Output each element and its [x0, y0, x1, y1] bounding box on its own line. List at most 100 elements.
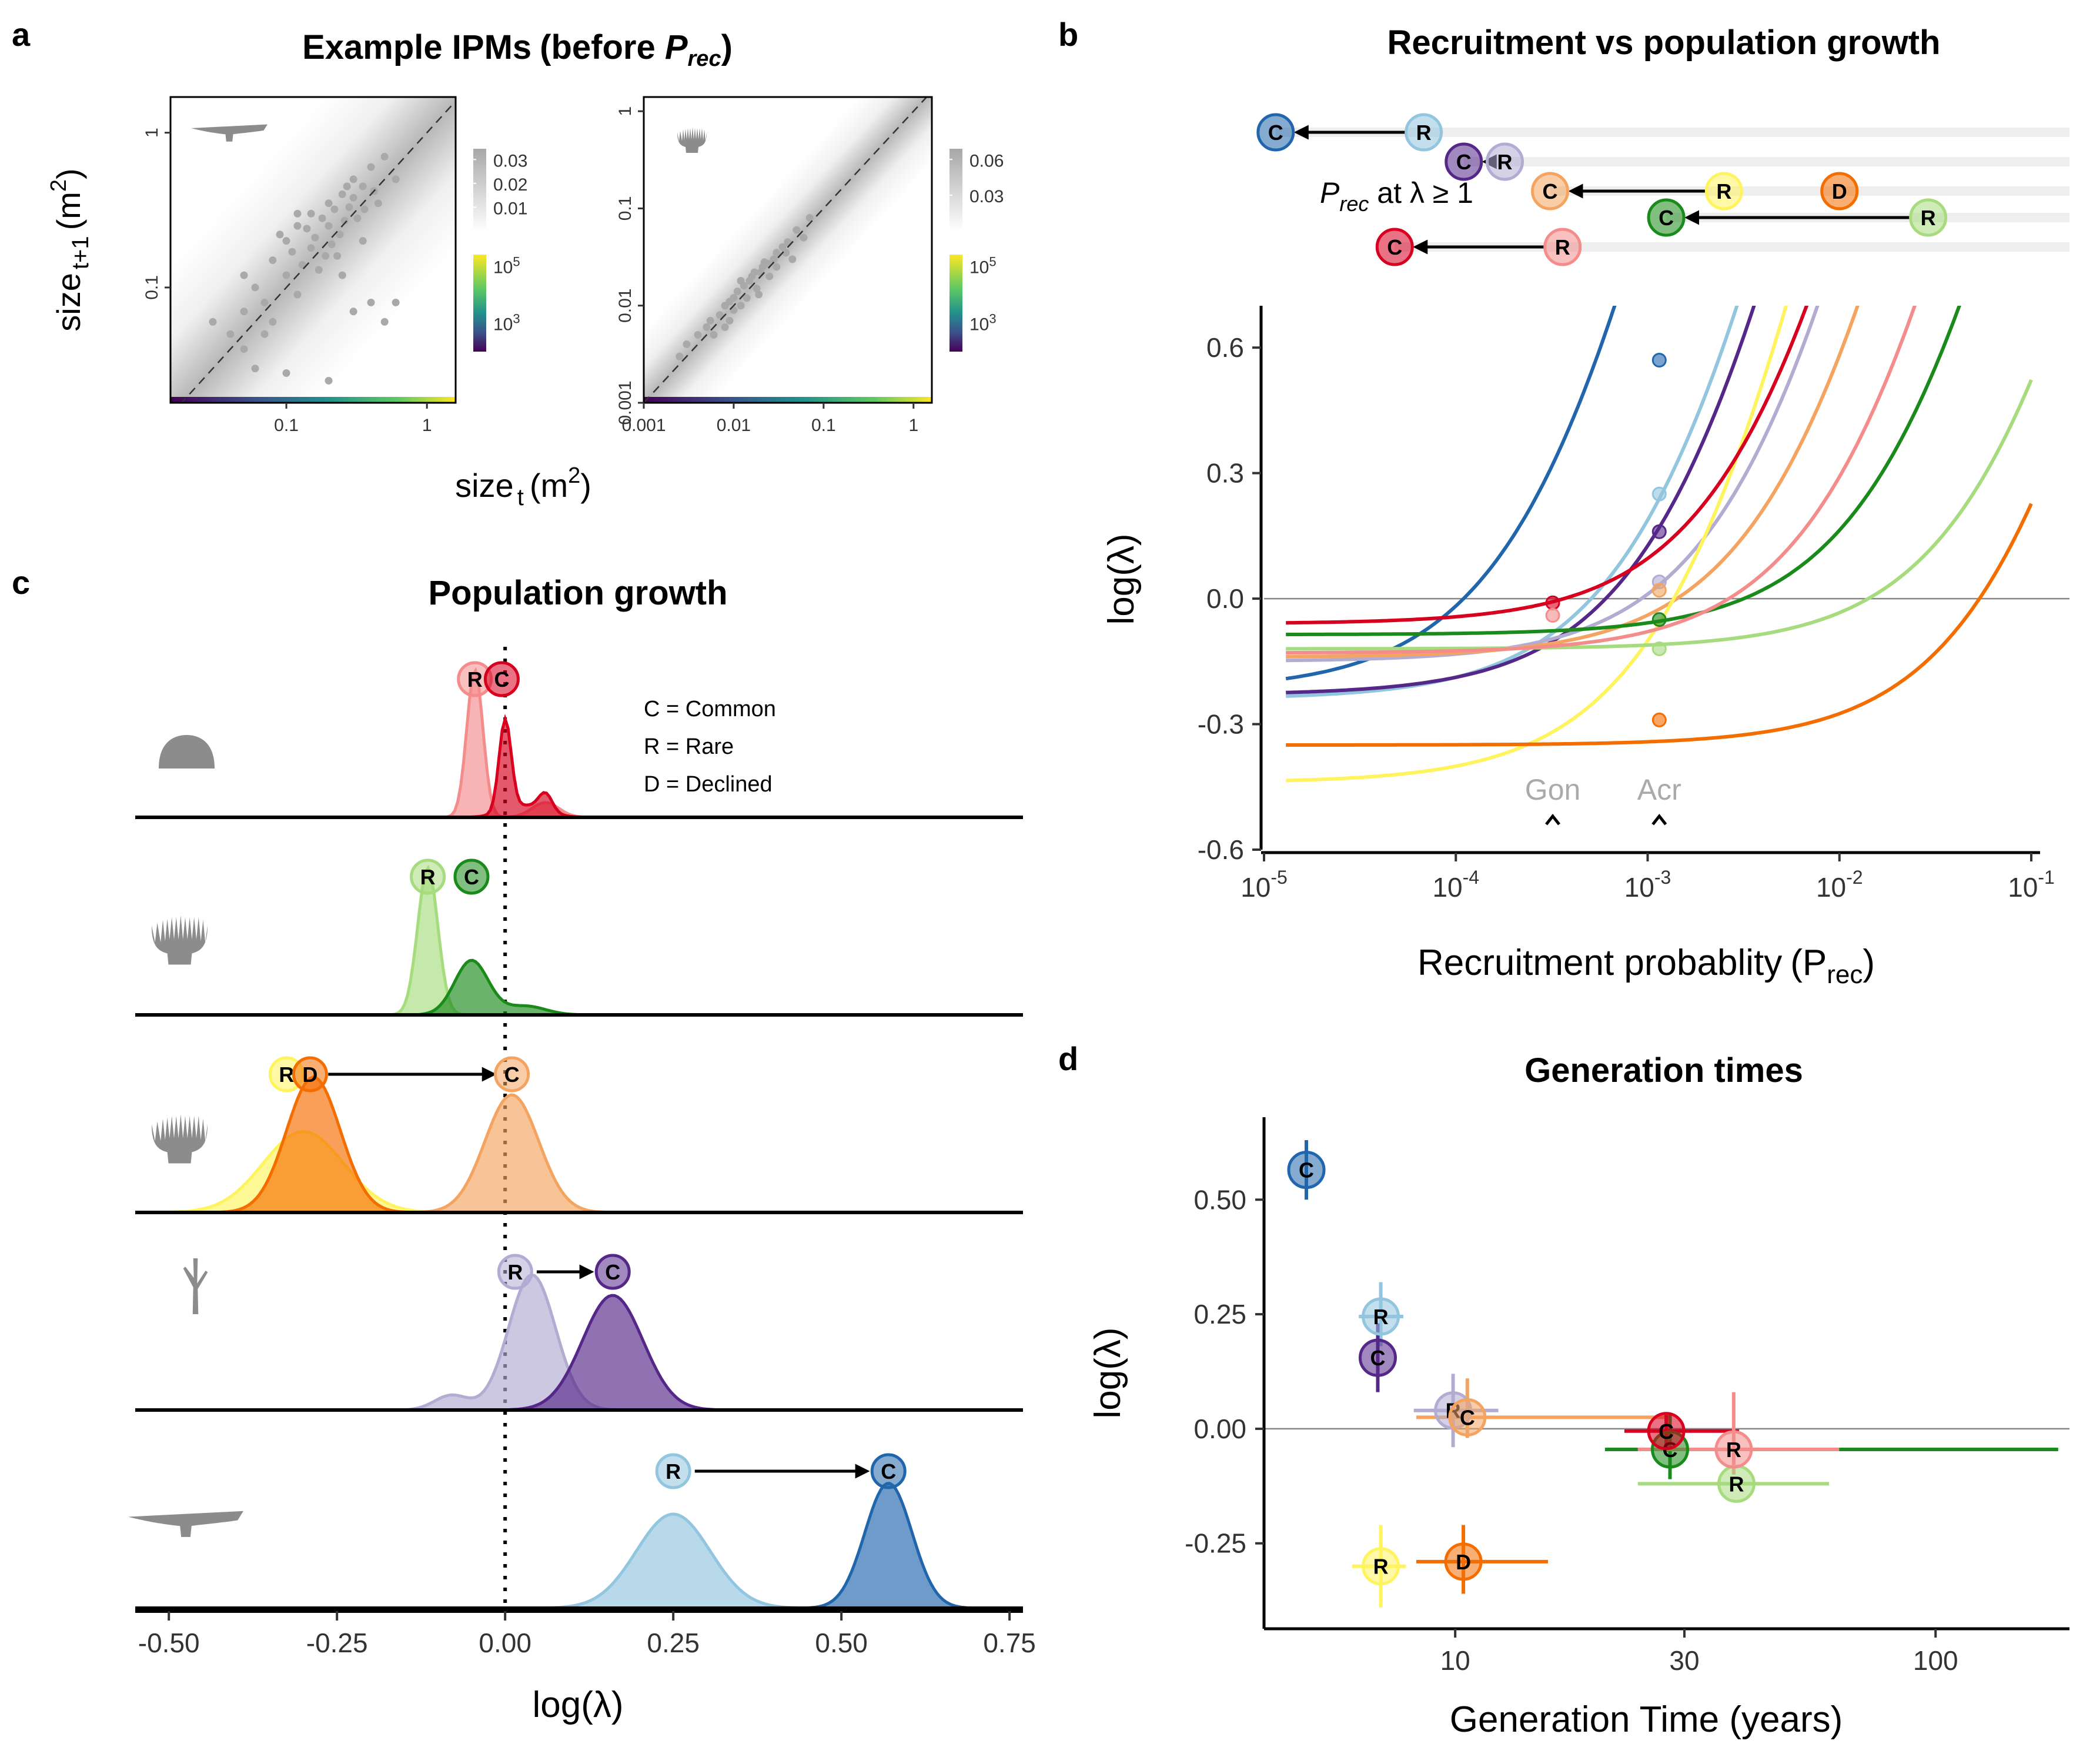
x-tick-label: 30 [1669, 1645, 1699, 1676]
kernel-colorbar [949, 149, 962, 231]
fecundity-strip [644, 397, 932, 403]
data-point [307, 244, 315, 252]
x-tick-label: 0.75 [983, 1628, 1036, 1658]
ridge-badge-goni_R: R [410, 858, 446, 895]
point-badge-acr_spat_C-circle [1448, 1398, 1487, 1436]
point-badge-acr_hya_R-circle [1362, 1297, 1400, 1336]
x-tick-label: 0.1 [274, 416, 299, 435]
data-point [307, 209, 315, 218]
data-point [315, 266, 323, 274]
point-badge-acr_spat_D: D [1444, 1542, 1483, 1581]
data-point [338, 190, 346, 198]
ridge-badge-acr_hya_C: C [870, 1453, 907, 1489]
density-mass_C [135, 713, 1023, 819]
panel-c-x-axis-title: log(λ) [532, 1685, 623, 1725]
prec-badge-acr_spat_C-label: C [1543, 179, 1558, 203]
prec-badge-mass_R-label: R [1555, 235, 1570, 259]
marker-point-mass_R [1545, 608, 1560, 623]
silhouette-acropora-hyacinthus [128, 1511, 243, 1537]
prec-badge-acr_hya_R-circle [1405, 113, 1443, 152]
x-tick-base: 10 [1432, 872, 1462, 903]
y-tick-label: 1 [616, 106, 635, 116]
ridge-badge-acr_int_R-label: R [507, 1260, 523, 1284]
data-point [374, 199, 382, 208]
data-point [240, 271, 248, 279]
y-title-sup: 2 [46, 179, 71, 192]
data-point [676, 352, 684, 360]
curves [1285, 306, 2033, 783]
ridge-badge-acr_hya_C-label: C [881, 1459, 896, 1484]
x-tick-label: 0.25 [647, 1628, 700, 1658]
data-point [788, 255, 797, 263]
data-point [226, 330, 235, 338]
y-tick-label: 0.001 [616, 380, 635, 425]
ridge-badge-goni_R-circle [410, 858, 446, 895]
point-badge-mass_R-circle [1714, 1430, 1753, 1469]
data-point [725, 316, 734, 325]
data-point [288, 248, 296, 256]
panel-letter-a: a [12, 16, 31, 53]
corymbose-coral-icon [677, 127, 707, 153]
point-badge-goni_R: R [1717, 1464, 1756, 1503]
x-tick-base: 10 [1816, 872, 1846, 903]
data-point [683, 340, 691, 348]
tabular-coral-icon [128, 1511, 243, 1537]
x-tick-label: 0.00 [479, 1628, 531, 1658]
data-point [359, 182, 367, 191]
density-acr_spat_D [135, 1075, 1023, 1214]
kernel-colorbar-label: 0.02 [493, 175, 527, 195]
point-badge-acr_hya_C-circle [1287, 1151, 1326, 1190]
y-tick-label: -0.25 [1185, 1528, 1246, 1559]
density-acr_int_C [135, 1294, 1023, 1412]
ridge-badge-acr_int_R-circle [497, 1254, 533, 1290]
prec-badge-mass_C-label: C [1387, 235, 1402, 259]
ridge-badge-acr_int_C-circle [594, 1254, 631, 1290]
legend-entry: R = Rare [644, 734, 734, 759]
panel-d: CRCRCRDCRCR0.500.250.00-0.251030100Gener… [1088, 1117, 2069, 1740]
data-point [725, 298, 734, 306]
prec-badge-mass_C: C [1375, 228, 1414, 266]
data-point [392, 298, 400, 306]
data-point [282, 271, 290, 279]
panel-letter-d: d [1058, 1040, 1078, 1077]
point-badge-mass_C-label: C [1659, 1419, 1674, 1444]
data-point [782, 249, 790, 257]
data-point [380, 318, 389, 326]
kernel-colorbar [473, 149, 486, 231]
data-point [755, 290, 763, 299]
x-title-main: Recruitment probablity [1417, 943, 1782, 983]
prec-badge-acr_spat_R-circle [1704, 172, 1743, 211]
data-point [765, 272, 774, 280]
x-tick-exp: -1 [2038, 867, 2054, 888]
point-badge-mass_R: R [1714, 1430, 1753, 1469]
y-tick-label: 0.01 [616, 289, 635, 323]
prec-badge-acr_int_C: C [1445, 142, 1483, 181]
x-title-var: P [1803, 943, 1827, 983]
panel-a-title-sub: rec [688, 46, 721, 71]
curve-acr_spat_D [1286, 503, 2033, 747]
panel-a-y-axis-title: size t+1 (m2) [46, 168, 93, 331]
fecundity-colorbar-label-exp: 5 [513, 254, 520, 269]
density-acr_hya_C [135, 1482, 1023, 1610]
data-point [260, 330, 269, 338]
y-tick-label: 0.00 [1193, 1414, 1246, 1444]
x-title-close: ) [1863, 943, 1875, 983]
ipm-silhouette-2 [677, 127, 707, 153]
panel-a-title-main: Example IPMs [302, 28, 531, 66]
y-tick-label: 0.1 [616, 196, 635, 221]
ridge-badge-mass_C-label: C [494, 667, 509, 691]
marker-point-acr_hya_C [1651, 353, 1667, 368]
prec-badge-acr_int_R-label: R [1497, 150, 1513, 174]
data-point [251, 365, 259, 373]
panel-a-title-var: P [665, 28, 688, 66]
prec-sub: rec [1339, 192, 1369, 216]
x-tick-label: 0.50 [815, 1628, 868, 1658]
fecundity-colorbar-label: 105 [493, 254, 520, 277]
data-point [737, 277, 745, 285]
prec-badge-acr_int_R: R [1486, 142, 1524, 181]
data-point [260, 298, 269, 306]
